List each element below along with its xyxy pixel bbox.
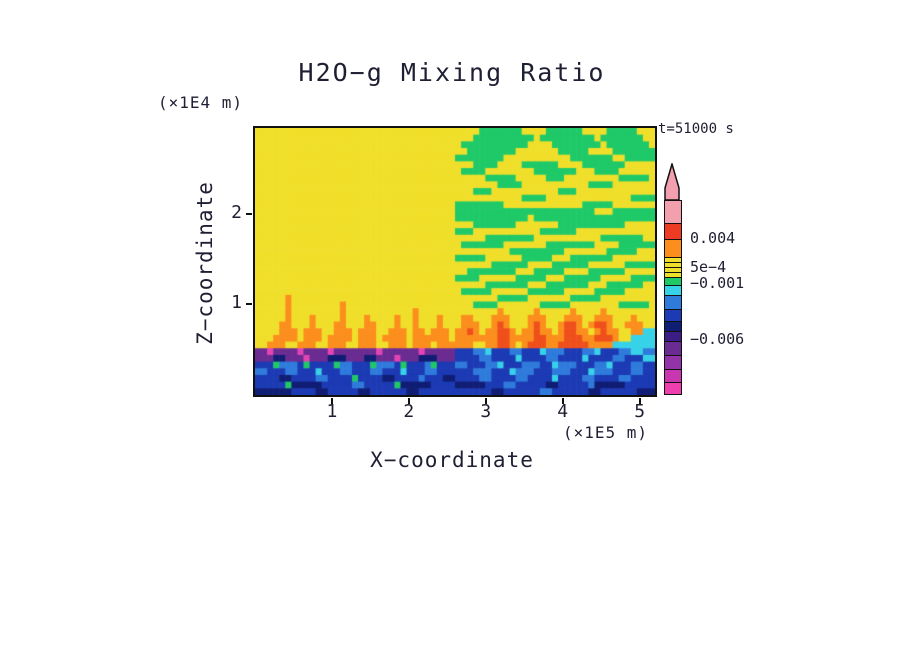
- z-tick-label: 1: [231, 292, 242, 314]
- colorbar-scale: [664, 200, 682, 395]
- colorbar-segment: [665, 331, 681, 341]
- x-tick-mark: [407, 398, 410, 404]
- x-tick-mark: [638, 398, 641, 404]
- z-tick-mark: [246, 303, 252, 306]
- plot-title: H2O−g Mixing Ratio: [298, 58, 606, 87]
- x-tick-label: 5: [634, 401, 646, 422]
- x-tick-mark: [484, 398, 487, 404]
- x-axis-label: X−coordinate: [370, 448, 534, 472]
- colorbar-segment: [665, 382, 681, 394]
- colorbar-arrow-icon: [664, 163, 680, 200]
- x-tick-label: 2: [403, 401, 415, 422]
- colorbar-label: −0.001: [690, 274, 745, 292]
- z-axis-unit: (×1E4 m): [158, 93, 244, 112]
- colorbar-segment: [665, 341, 681, 355]
- x-tick-label: 1: [326, 401, 338, 422]
- colorbar-segment: [665, 369, 681, 382]
- colorbar-segment: [665, 223, 681, 239]
- time-annotation: t=51000 s: [658, 121, 734, 137]
- x-tick-label: 4: [557, 401, 569, 422]
- z-axis-label: Z−coordinate: [193, 181, 217, 345]
- x-axis-unit: (×1E5 m): [563, 423, 649, 442]
- colorbar-segment: [665, 285, 681, 295]
- z-tick-mark: [246, 212, 252, 215]
- colorbar-segment: [665, 309, 681, 321]
- colorbar-segment: [665, 277, 681, 285]
- x-tick-mark: [561, 398, 564, 404]
- colorbar-segment: [665, 262, 681, 267]
- colorbar-segment: [665, 295, 681, 309]
- colorbar-segment: [665, 321, 681, 331]
- colorbar: 0.004 5e−4 −0.001 −0.006: [663, 163, 783, 403]
- contour-field-canvas: [255, 128, 655, 395]
- colorbar-arrow-shape: [664, 163, 680, 200]
- colorbar-segment: [665, 257, 681, 262]
- colorbar-label: 0.004: [690, 229, 736, 247]
- colorbar-labels: 0.004 5e−4 −0.001 −0.006: [690, 200, 782, 400]
- colorbar-segment: [665, 355, 681, 369]
- z-tick-label: 2: [231, 201, 242, 223]
- colorbar-segment: [665, 272, 681, 277]
- x-tick-label: 3: [480, 401, 492, 422]
- x-tick-mark: [330, 398, 333, 404]
- colorbar-label: 5e−4: [690, 258, 727, 276]
- plot-area: [253, 126, 657, 397]
- colorbar-segment: [665, 239, 681, 257]
- colorbar-label: −0.006: [690, 330, 745, 348]
- colorbar-segment: [665, 201, 681, 223]
- colorbar-segment: [665, 267, 681, 272]
